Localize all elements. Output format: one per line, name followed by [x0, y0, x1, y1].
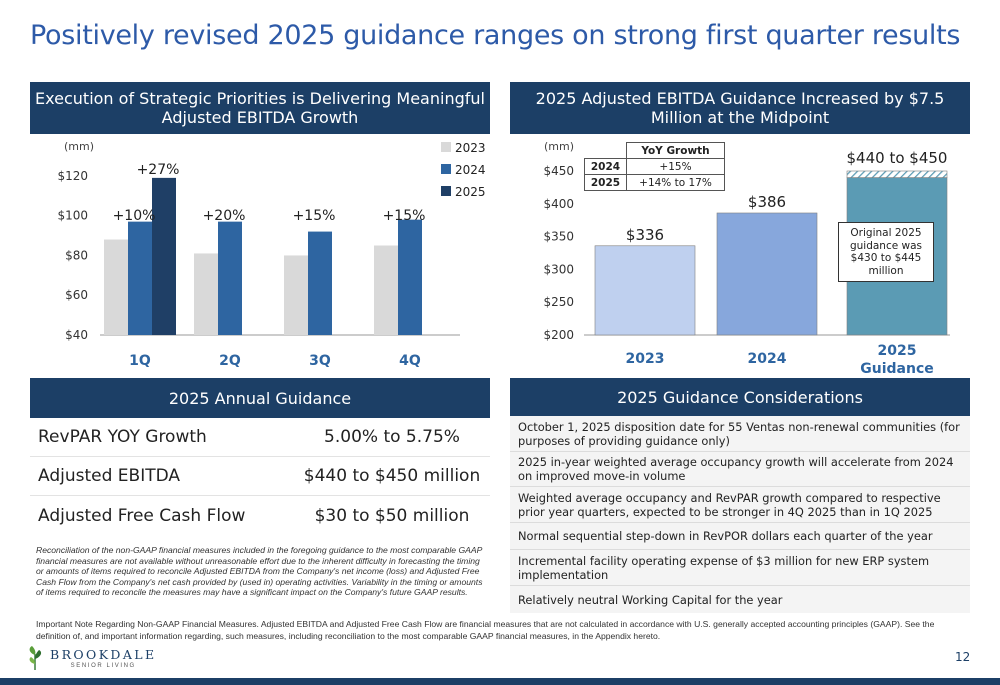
y-tick-label: $100	[57, 209, 88, 223]
table-row: 2025 +14% to 17%	[584, 174, 725, 191]
guidance-value: 5.00% to 5.75%	[324, 427, 460, 447]
guidance-label: Adjusted EBITDA	[38, 466, 181, 486]
y-axis-unit: (mm)	[64, 140, 94, 153]
growth-annotation: +27%	[137, 162, 180, 178]
x-tick-label: 2Q	[219, 353, 241, 369]
list-item: Relatively neutral Working Capital for t…	[518, 592, 783, 607]
legend-swatch	[441, 164, 451, 174]
bar-2023	[104, 239, 128, 335]
reconciliation-note: Reconciliation of the non-GAAP financial…	[36, 545, 483, 598]
growth-annotation: +15%	[293, 208, 336, 224]
growth-annotation: +20%	[203, 208, 246, 224]
annual-guidance-header: 2025 Annual Guidance	[30, 378, 490, 418]
data-label: $440 to $450	[847, 149, 948, 167]
logo-name: BROOKDALE	[50, 647, 157, 662]
guidance-value: $30 to $50 million	[314, 505, 470, 526]
page-title: Positively revised 2025 guidance ranges …	[30, 20, 961, 51]
bar-2023	[594, 245, 696, 336]
y-tick-label: $40	[65, 328, 88, 342]
bar-2023	[284, 255, 308, 335]
y-tick-label: $450	[543, 164, 574, 178]
y-tick-label: $400	[543, 197, 574, 211]
bar-2023	[194, 253, 218, 335]
original-guidance-callout: Original 2025 guidance was $430 to $445 …	[838, 222, 934, 282]
legend-label: 2024	[455, 163, 486, 177]
page-number: 12	[955, 650, 971, 664]
table-row: 2024 +15%	[584, 158, 725, 175]
x-tick-label: 2023	[626, 351, 665, 367]
bar-2024	[128, 221, 152, 335]
non-gaap-note: Important Note Regarding Non-GAAP Financ…	[36, 619, 935, 641]
yoy-header: YoY Growth	[626, 142, 725, 159]
list-item: Weighted average occupancy and RevPAR gr…	[510, 487, 970, 523]
legend-label: 2023	[455, 141, 486, 155]
list-item: 2025 in-year weighted average occupancy …	[510, 452, 970, 487]
left-panel-header: Execution of Strategic Priorities is Del…	[30, 82, 490, 134]
y-tick-label: $200	[543, 328, 574, 342]
y-tick-label: $120	[57, 169, 88, 183]
y-tick-label: $300	[543, 262, 574, 276]
x-tick-label: 1Q	[129, 353, 151, 369]
guidance-label: RevPAR YOY Growth	[38, 427, 207, 447]
list-item: Incremental facility operating expense o…	[510, 550, 970, 586]
growth-annotation: +10%	[113, 208, 156, 224]
considerations-list: October 1, 2025 disposition date for 55 …	[510, 416, 970, 613]
leaf-icon	[29, 646, 42, 670]
x-tick-label: 4Q	[399, 353, 421, 369]
list-item: October 1, 2025 disposition date for 55 …	[510, 416, 970, 452]
bar-2024	[398, 219, 422, 335]
legend-label: 2025	[455, 185, 486, 199]
guidance-value: $440 to $450 million	[303, 466, 481, 486]
footer-bar	[0, 678, 1000, 685]
yoy-value: +15%	[626, 158, 725, 175]
table-row: Adjusted EBITDA $440 to $450 million	[30, 457, 490, 496]
brookdale-logo: BROOKDALE SENIOR LIVING	[26, 646, 157, 670]
considerations-header: 2025 Guidance Considerations	[510, 378, 970, 416]
bar-2024	[716, 212, 818, 336]
table-row: RevPAR YOY Growth 5.00% to 5.75%	[30, 418, 490, 457]
bar-2024	[308, 231, 332, 335]
x-tick-label: 2025	[878, 343, 917, 359]
guidance-range-bar	[846, 170, 948, 178]
y-tick-label: $80	[65, 248, 88, 262]
bar-2025	[152, 177, 176, 335]
logo-tagline: SENIOR LIVING	[70, 663, 136, 669]
yoy-year: 2025	[584, 174, 627, 191]
table-row: Adjusted Free Cash Flow $30 to $50 milli…	[30, 496, 490, 535]
yoy-growth-table: YoY Growth 2024 +15% 2025 +14% to 17%	[584, 142, 725, 191]
legend-swatch	[441, 186, 451, 196]
growth-annotation: +15%	[383, 208, 426, 224]
x-tick-label: 2024	[748, 351, 787, 367]
y-tick-label: $250	[543, 295, 574, 309]
yoy-value: +14% to 17%	[626, 174, 725, 191]
data-label: $386	[748, 193, 786, 211]
guidance-label: Adjusted Free Cash Flow	[38, 505, 246, 526]
data-label: $336	[626, 226, 664, 244]
quarterly-ebitda-chart: (mm) $40 $60 $80 $100 $120 1Q 2Q 3Q 4Q +10% +27% +20…	[57, 140, 486, 369]
bar-2023	[374, 245, 398, 335]
annual-guidance-table: RevPAR YOY Growth 5.00% to 5.75% Adjuste…	[30, 418, 490, 535]
yoy-year: 2024	[584, 158, 627, 175]
list-item: Normal sequential step-down in RevPOR do…	[510, 523, 970, 550]
y-axis-unit: (mm)	[544, 140, 574, 153]
right-panel-header: 2025 Adjusted EBITDA Guidance Increased …	[510, 82, 970, 134]
x-tick-label: 3Q	[309, 353, 331, 369]
x-tick-label: Guidance	[860, 361, 934, 376]
bar-2024	[218, 221, 242, 335]
legend-swatch	[441, 142, 451, 152]
y-tick-label: $60	[65, 288, 88, 302]
y-tick-label: $350	[543, 230, 574, 244]
